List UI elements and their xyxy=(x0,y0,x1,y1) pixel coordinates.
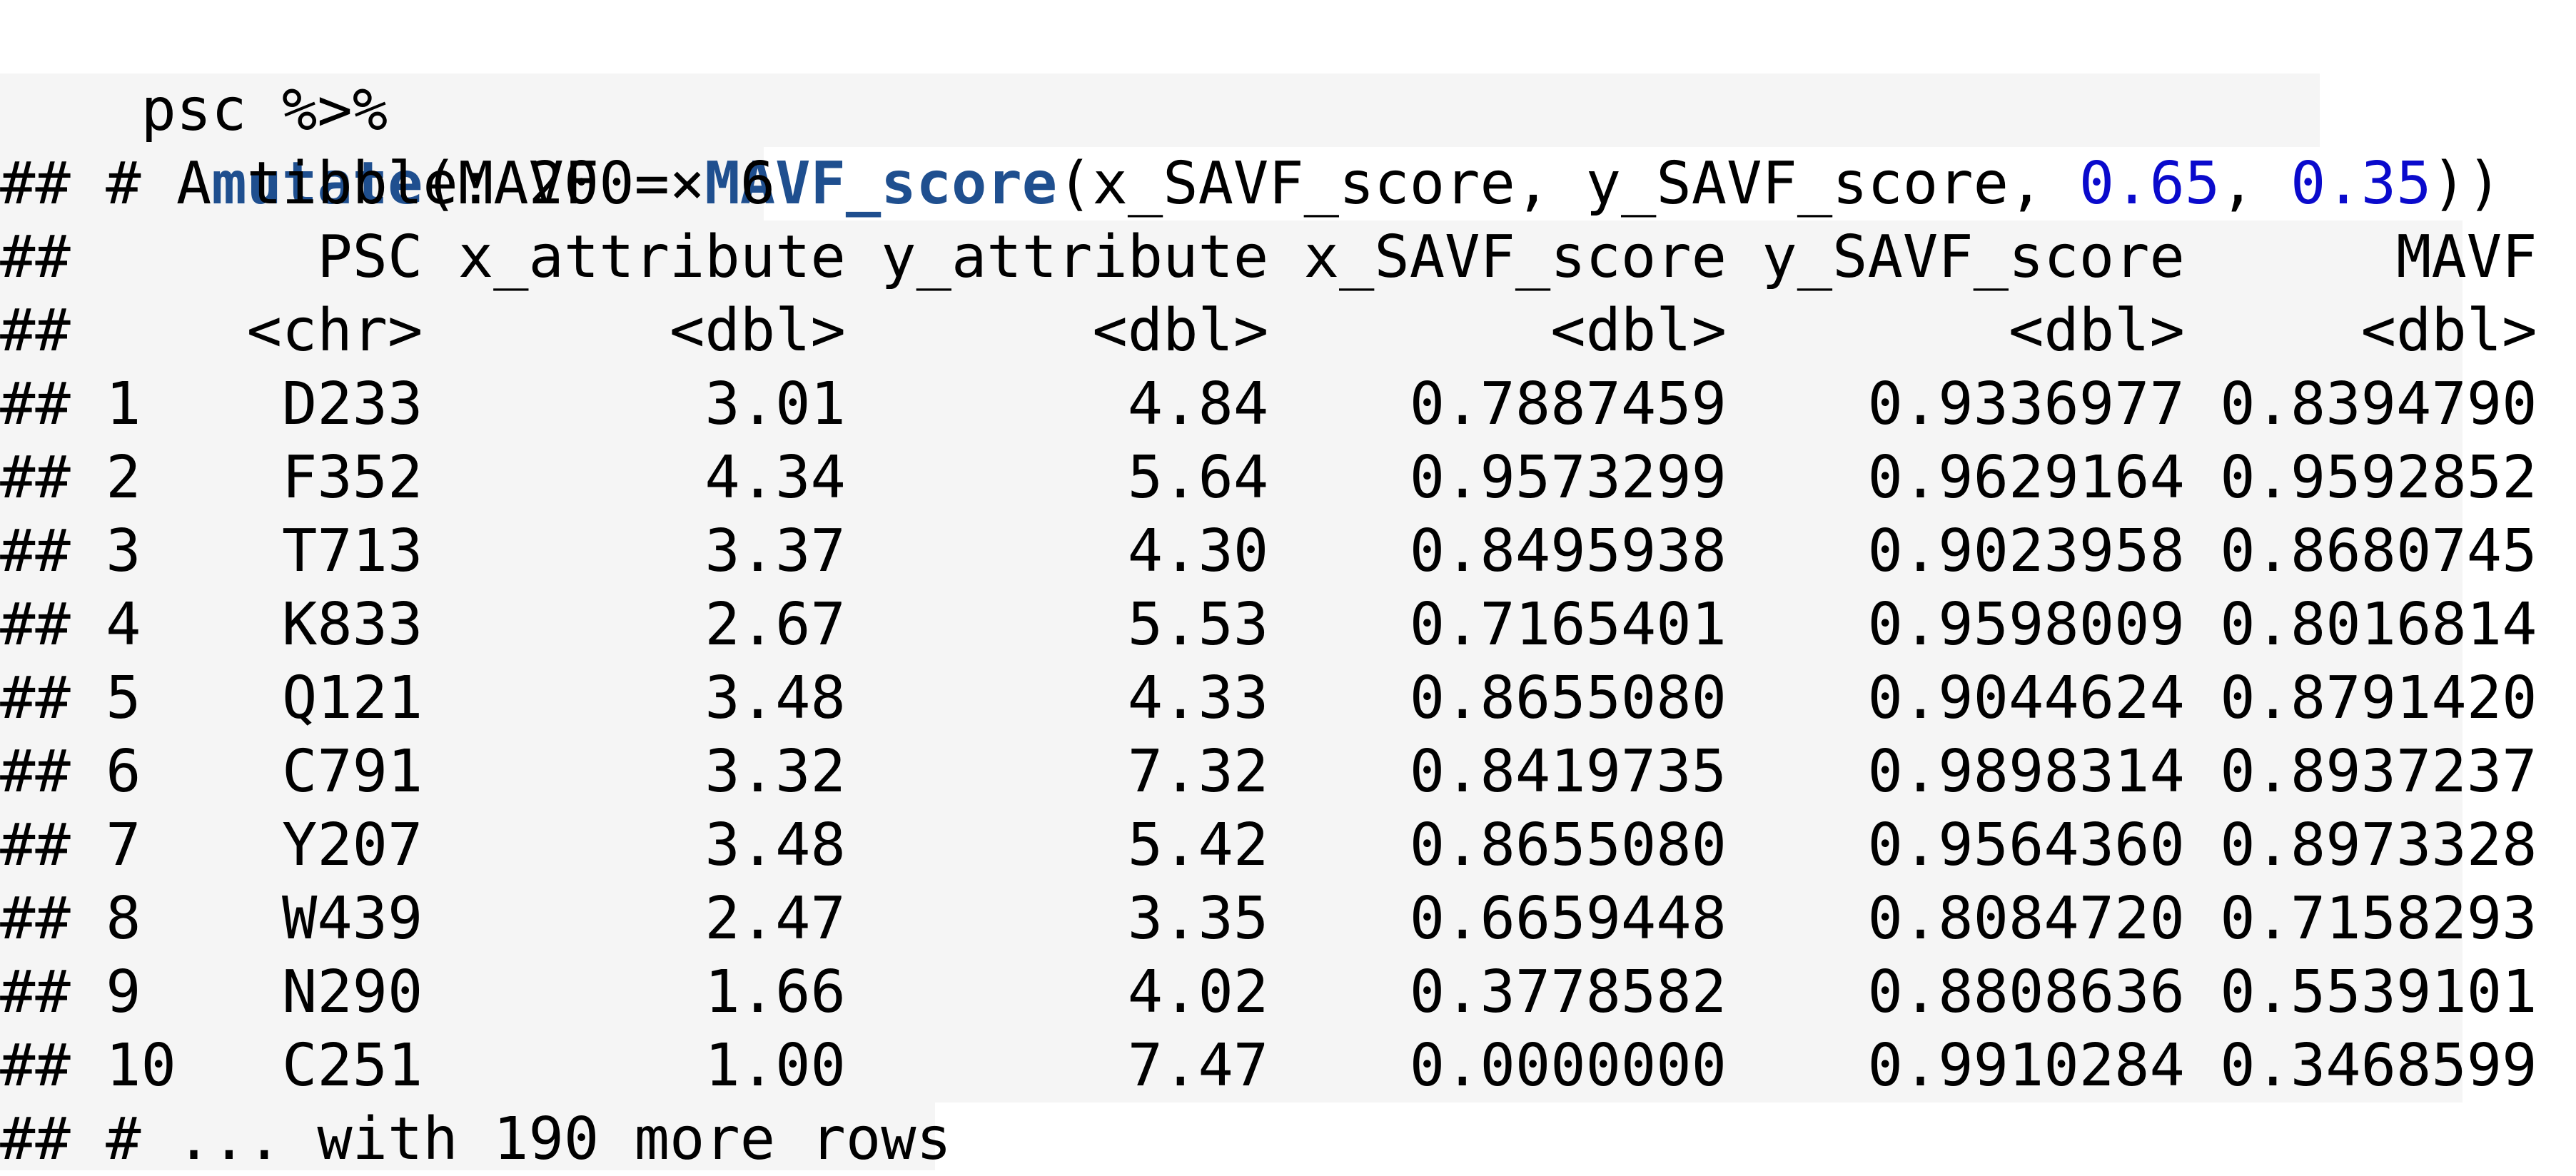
code-line-2: mutate(MAVF = MAVF_score(x_SAVF_score, y… xyxy=(0,74,2502,218)
code-line-1: psc %>% xyxy=(0,0,388,144)
table-row: ## 10 C251 1.00 7.47 0.0000000 0.9910284… xyxy=(0,1032,2537,1100)
arg-comma: , xyxy=(2220,150,2291,218)
column-names: ## PSC x_attribute y_attribute x_SAVF_sc… xyxy=(0,223,2537,291)
table-row: ## 3 T713 3.37 4.30 0.8495938 0.9023958 … xyxy=(0,517,2537,585)
mavf-score-function: MAVF_score xyxy=(704,150,1058,218)
weight-1: 0.65 xyxy=(2079,150,2221,218)
assign-lhs: MAVF = xyxy=(458,150,705,218)
footer-shade xyxy=(0,1102,935,1170)
code-shade xyxy=(0,74,2320,147)
weight-2: 0.35 xyxy=(2290,150,2432,218)
open-paren: ( xyxy=(423,150,458,218)
table-row: ## 7 Y207 3.48 5.42 0.8655080 0.9564360 … xyxy=(0,811,2537,879)
header-shade xyxy=(0,147,764,220)
function-args: (x_SAVF_score, y_SAVF_score, xyxy=(1057,150,2079,218)
table-shade xyxy=(0,220,2463,1102)
column-types: ## <chr> <dbl> <dbl> <dbl> <dbl> <dbl> xyxy=(0,297,2537,365)
table-row: ## 9 N290 1.66 4.02 0.3778582 0.8808636 … xyxy=(0,958,2537,1026)
tibble-footer: ## # ... with 190 more rows xyxy=(0,1105,951,1173)
table-row: ## 1 D233 3.01 4.84 0.7887459 0.9336977 … xyxy=(0,370,2537,438)
table-row: ## 8 W439 2.47 3.35 0.6659448 0.8084720 … xyxy=(0,885,2537,953)
tibble-header: ## # A tibble: 200 × 6 xyxy=(0,150,776,218)
mutate-function: mutate xyxy=(211,150,423,218)
close-parens: )) xyxy=(2431,150,2502,218)
table-row: ## 5 Q121 3.48 4.33 0.8655080 0.9044624 … xyxy=(0,664,2537,732)
table-row: ## 4 K833 2.67 5.53 0.7165401 0.9598009 … xyxy=(0,591,2537,659)
table-row: ## 2 F352 4.34 5.64 0.9573299 0.9629164 … xyxy=(0,444,2537,512)
pipe-expression: psc %>% xyxy=(141,76,388,144)
table-row: ## 6 C791 3.32 7.32 0.8419735 0.9898314 … xyxy=(0,738,2537,806)
